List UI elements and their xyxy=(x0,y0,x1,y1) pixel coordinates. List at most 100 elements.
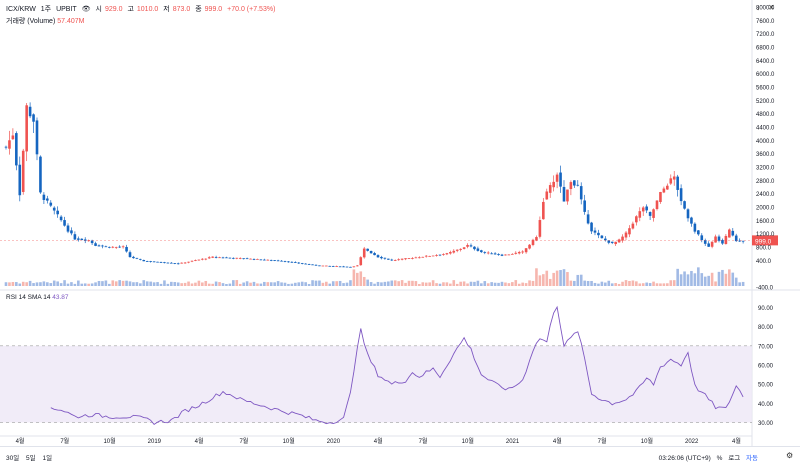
candle-body xyxy=(407,258,411,259)
volume-bar xyxy=(486,283,490,286)
volume-bar xyxy=(4,282,8,286)
volume-bar xyxy=(597,283,600,286)
volume-bar xyxy=(314,280,318,286)
candle-body xyxy=(376,255,380,258)
volume-bar xyxy=(204,280,208,286)
candle-body xyxy=(273,260,276,261)
volume-bar xyxy=(311,280,314,286)
volume-bar xyxy=(49,283,53,286)
candle-body xyxy=(90,240,94,244)
candle-body xyxy=(101,245,104,247)
candle-body xyxy=(573,180,576,186)
candle-body xyxy=(139,258,142,260)
volume-bar xyxy=(383,281,387,286)
volume-bar xyxy=(114,281,118,286)
candle-body xyxy=(424,255,428,257)
volume-bar xyxy=(655,283,659,286)
volume-bar xyxy=(535,268,538,286)
volume-bar xyxy=(555,270,559,286)
price-tick-label: 3200.0 xyxy=(756,166,775,172)
candle-body xyxy=(356,265,359,267)
volume-bar xyxy=(335,281,338,286)
auto-toggle[interactable]: 자동 xyxy=(746,455,758,462)
volume-bar xyxy=(232,280,235,286)
eye-icon[interactable]: 👁 xyxy=(81,6,91,13)
log-toggle[interactable]: 로그 xyxy=(728,455,741,462)
candle-body xyxy=(111,246,115,248)
candle-body xyxy=(624,232,628,238)
range-5d[interactable]: 5일 xyxy=(26,455,36,462)
volume-bar xyxy=(659,283,662,286)
candle-body xyxy=(380,256,383,259)
candle-body xyxy=(59,216,63,221)
price-tick-label: 1200.0 xyxy=(756,232,775,238)
rsi-tick-label: 70.00 xyxy=(758,344,774,350)
candle-body xyxy=(194,260,197,261)
candle-body xyxy=(56,210,59,215)
volume-bar xyxy=(77,280,80,286)
price-tick-label: 6400.0 xyxy=(756,59,775,65)
percent-toggle[interactable]: % xyxy=(716,455,723,462)
volume-bar xyxy=(579,274,583,286)
volume-bar xyxy=(321,282,325,286)
open-value: 929.0 xyxy=(104,6,123,13)
volume-bar xyxy=(586,280,590,286)
candle-body xyxy=(707,243,710,247)
rsi-tick-label: 30.00 xyxy=(758,421,774,427)
candle-body xyxy=(652,209,655,218)
volume-bar xyxy=(624,280,628,286)
candle-body xyxy=(221,257,225,259)
volume-bar xyxy=(473,281,476,286)
gear-icon[interactable]: ⚙ xyxy=(786,451,794,460)
time-tick-label: 2019 xyxy=(148,439,162,445)
candle-body xyxy=(493,253,497,255)
candle-body xyxy=(521,251,524,253)
volume-bar xyxy=(504,282,507,286)
volume-bar xyxy=(32,283,35,286)
volume-bar xyxy=(452,280,456,286)
volume-bar xyxy=(480,283,483,286)
symbol-label[interactable]: ICX/KRW xyxy=(6,6,36,13)
volume-value: 57.407M xyxy=(57,18,85,25)
range-30d[interactable]: 30일 xyxy=(6,455,20,462)
volume-bar xyxy=(366,279,369,286)
volume-bar xyxy=(604,282,607,286)
candle-body xyxy=(259,259,263,261)
volume-bar xyxy=(338,280,342,286)
volume-bar xyxy=(635,281,638,286)
volume-bar xyxy=(159,283,163,286)
volume-bar xyxy=(256,283,259,286)
candle-body xyxy=(311,264,314,266)
rsi-tick-label: 50.00 xyxy=(758,383,774,389)
volume-bar xyxy=(414,281,418,286)
candle-body xyxy=(535,237,538,241)
volume-bar xyxy=(87,283,90,286)
volume-bar xyxy=(187,281,190,286)
candle-body xyxy=(32,114,35,122)
volume-bar xyxy=(149,281,152,286)
arrow-down-icon[interactable]: ↓ xyxy=(756,3,760,12)
candle-body xyxy=(442,254,445,255)
close-icon[interactable]: ✕ xyxy=(768,3,775,12)
volume-bar xyxy=(442,282,445,286)
candle-body xyxy=(483,252,487,253)
volume-bar xyxy=(352,269,356,286)
volume-bar xyxy=(252,281,256,286)
volume-bar xyxy=(376,281,380,286)
price-tick-label: 5600.0 xyxy=(756,86,775,92)
candle-body xyxy=(345,266,349,268)
volume-bar xyxy=(128,281,132,286)
volume-bar xyxy=(111,280,115,286)
candle-body xyxy=(149,261,152,262)
range-1d[interactable]: 1일 xyxy=(42,455,53,462)
volume-bar xyxy=(697,267,700,286)
interval-label[interactable]: 1주 xyxy=(40,6,52,13)
change-value: +70.0 (+7.53%) xyxy=(227,6,276,13)
candle-body xyxy=(366,248,369,251)
volume-bar xyxy=(307,283,311,286)
candle-body xyxy=(604,238,607,241)
volume-bar xyxy=(700,273,704,286)
candle-body xyxy=(183,262,187,264)
high-value: 1010.0 xyxy=(136,6,159,13)
